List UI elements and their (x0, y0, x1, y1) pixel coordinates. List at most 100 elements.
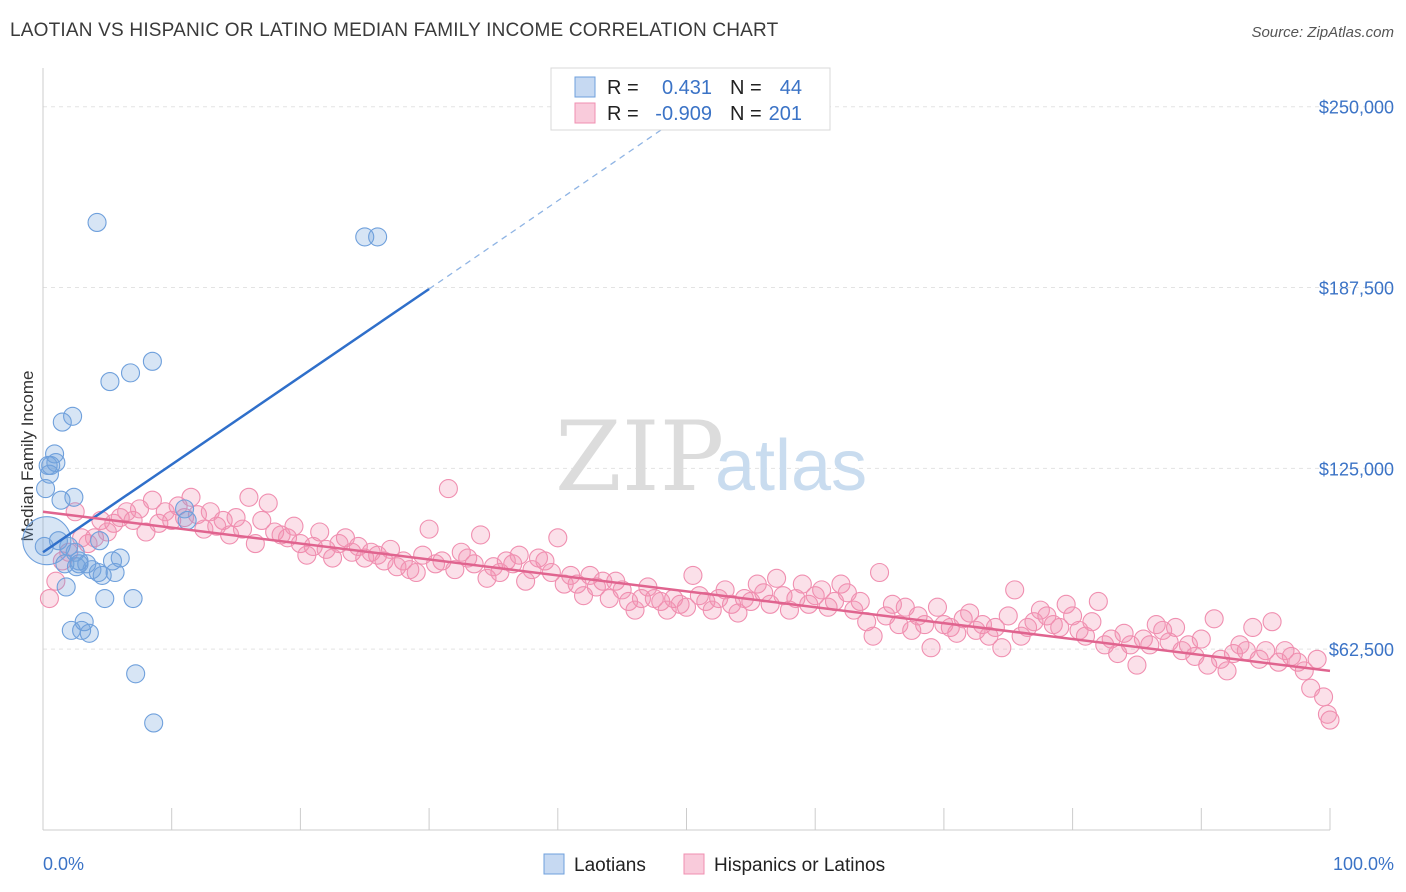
hispanic-point (927, 597, 948, 617)
hispanic-point (1243, 617, 1263, 638)
hispanic-point (310, 522, 330, 542)
hispanic-point (960, 603, 980, 623)
laotian-point (56, 577, 76, 597)
laotian-point (105, 562, 125, 583)
laotian-point (102, 551, 123, 571)
hispanic-point (767, 568, 787, 588)
hispanic-point (406, 562, 426, 583)
hispanic-point (438, 479, 458, 499)
hispanic-point (445, 560, 465, 580)
hispanic-point (915, 615, 935, 635)
series-swatch-hispanics (683, 853, 705, 875)
hispanic-point (812, 580, 832, 600)
hispanic-point (921, 638, 941, 658)
legend-n-label-1: N = (730, 77, 762, 99)
legend-n-value-1: 44 (780, 77, 802, 99)
laotian-point (175, 499, 195, 519)
hispanic-point (792, 574, 812, 594)
hispanic-point (625, 600, 645, 620)
hispanic-point (419, 519, 439, 539)
laotian-point (100, 372, 120, 392)
hispanic-point (39, 588, 59, 609)
y-axis-label: Median Family Income (18, 370, 37, 541)
hispanic-point (1314, 687, 1334, 707)
legend-n-label-2: N = (730, 103, 762, 125)
hispanic-point (509, 545, 529, 565)
laotian-point (36, 479, 56, 499)
hispanic-point (676, 597, 697, 617)
series-swatch-laotians (543, 853, 565, 875)
hispanic-point (323, 548, 343, 568)
laotian-point (368, 227, 388, 247)
hispanic-point (1127, 655, 1147, 675)
hispanic-point (1191, 629, 1211, 649)
laotian-trend-line (42, 287, 430, 554)
laotian-point (126, 664, 146, 684)
hispanic-point (1088, 591, 1108, 611)
legend-r-label-1: R = (607, 77, 639, 99)
laotian-point (46, 453, 66, 473)
hispanic-point (992, 638, 1012, 658)
series-label-hispanics: Hispanics or Latinos (714, 855, 885, 876)
y-tick-label: $187,500 (1319, 279, 1394, 299)
hispanic-point (548, 528, 568, 548)
laotian-point (64, 487, 84, 507)
hispanic-point (258, 493, 278, 513)
laotian-point (52, 412, 72, 432)
x-tick-label-end: 100.0% (1333, 854, 1394, 874)
hispanic-point (1056, 594, 1076, 614)
hispanic-point (471, 525, 491, 545)
laotian-point (142, 351, 162, 371)
laotian-point (177, 510, 197, 530)
watermark-atlas: atlas (715, 426, 867, 506)
hispanic-points (39, 479, 1340, 730)
hispanic-point (535, 551, 555, 571)
hispanic-point (869, 562, 890, 583)
hispanic-point (252, 510, 272, 530)
legend-n-value-2: 201 (769, 103, 802, 125)
legend-r-value-1: 0.431 (662, 77, 712, 99)
laotian-point (79, 623, 99, 643)
hispanic-point (1166, 617, 1186, 638)
laotian-point (22, 516, 72, 566)
hispanic-point (239, 487, 259, 507)
axes (42, 68, 1331, 831)
series-label-laotians: Laotians (574, 855, 646, 876)
legend-swatch-blue (574, 76, 596, 98)
laotian-point (69, 551, 89, 571)
laotian-point (123, 588, 143, 609)
series-legend: Laotians Hispanics or Latinos (543, 853, 885, 876)
laotian-point (87, 212, 107, 232)
laotian-points (22, 212, 388, 733)
laotian-point (74, 612, 94, 632)
hispanic-point (284, 516, 304, 536)
x-tick-label-start: 0.0% (43, 854, 84, 874)
grid-lines (43, 106, 1394, 650)
legend-r-value-2: -0.909 (655, 103, 712, 125)
laotian-trend-extension (428, 111, 687, 290)
hispanic-trend-line (42, 510, 1331, 673)
hispanic-point (142, 490, 162, 510)
laotian-point (95, 588, 115, 609)
hispanic-point (1204, 609, 1224, 629)
laotian-point (144, 713, 164, 733)
laotian-point (120, 363, 141, 383)
hispanic-point (612, 580, 632, 600)
chart-source: Source: ZipAtlas.com (1251, 24, 1394, 41)
hispanic-point (1320, 710, 1340, 730)
hispanic-point (123, 510, 143, 530)
hispanic-point (1140, 635, 1160, 655)
hispanic-point (1114, 623, 1134, 643)
laotian-point (110, 548, 130, 568)
hispanic-point (1063, 606, 1083, 626)
hispanic-point (181, 487, 201, 507)
hispanic-point (728, 603, 748, 623)
hispanic-point (1005, 580, 1025, 600)
laotian-point (90, 531, 110, 551)
y-tick-labels: $250,000 $187,500 $125,000 $62,500 (1319, 98, 1394, 660)
hispanic-point (226, 507, 246, 528)
hispanic-point (1307, 649, 1327, 669)
hispanic-point (1256, 641, 1276, 661)
correlation-legend: R = 0.431 N = 44 R = -0.909 N = 201 (550, 67, 831, 131)
hispanic-point (863, 626, 883, 646)
